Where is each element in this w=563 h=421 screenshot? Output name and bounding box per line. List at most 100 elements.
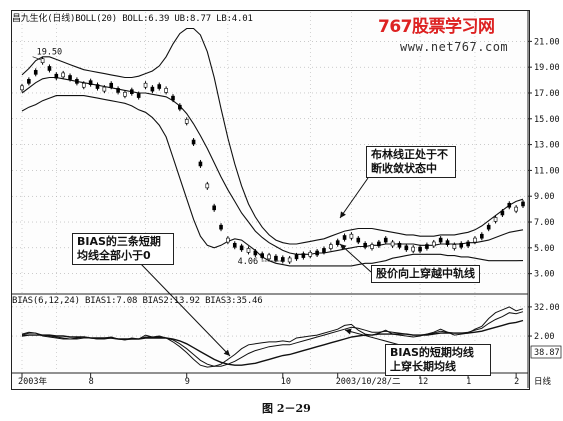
high-price-label: 19.50 <box>37 48 63 58</box>
price-candle-body <box>404 245 409 251</box>
price-candle-body <box>480 233 484 239</box>
price-candle-body <box>102 86 107 92</box>
x-tick-label: 9 <box>185 377 190 387</box>
price-candle-body <box>47 66 52 71</box>
high-price-marker <box>32 56 41 61</box>
price-candle-body <box>171 95 175 101</box>
bias-below-line2: 均线全部小于0 <box>77 249 151 262</box>
bias-bias3-line <box>21 319 524 366</box>
price-candle-body <box>349 233 354 239</box>
price-candle-body <box>239 245 244 251</box>
x-tick-label: 1 <box>466 377 471 387</box>
y-tick-label: 9.00 <box>534 192 554 202</box>
price-candle-body <box>500 210 505 216</box>
price-candle-body <box>68 75 72 80</box>
price-candle-body <box>466 241 470 247</box>
price-candle-body <box>212 205 216 211</box>
price-candle-body <box>191 139 196 145</box>
x-tick-label: 2003/10/28/二 <box>336 377 401 387</box>
y-tick-label: 17.00 <box>534 89 560 99</box>
price-candle-body <box>184 119 189 124</box>
bias-y-tick-label: 2.00 <box>534 332 554 342</box>
price-candle-body <box>280 257 285 262</box>
price-candle-body <box>514 206 518 212</box>
y-tick-label: 15.00 <box>534 115 560 125</box>
price-candle-body <box>315 250 319 256</box>
price-candle-body <box>363 242 367 248</box>
price-candle-body <box>521 201 525 207</box>
price-candle-body <box>486 224 491 230</box>
bias-panel-header: BIAS(6,12,24) BIAS1:7.08 BIAS2:13.92 BIA… <box>12 296 263 306</box>
watermark-url: www.net767.com <box>400 40 509 54</box>
price-candle-body <box>418 246 422 252</box>
y-tick-label: 7.00 <box>534 218 554 228</box>
price-candle-body <box>226 237 230 243</box>
price-candle-body <box>116 88 120 93</box>
price-candle-body <box>411 246 415 252</box>
price-candle-body <box>377 241 381 247</box>
price-candle-body <box>88 80 93 85</box>
price-candle-body <box>198 161 203 167</box>
price-candle-body <box>54 73 59 79</box>
price-candle-body <box>27 79 31 84</box>
y-tick-label: 21.00 <box>534 37 560 47</box>
x-tick-label: 日线 <box>534 376 552 387</box>
price-candle-body <box>356 237 361 243</box>
price-candle-body <box>136 93 141 98</box>
y-tick-label: 3.00 <box>534 270 554 280</box>
boll-lb-line <box>21 95 524 267</box>
price-candle-body <box>294 254 299 260</box>
price-candle-body <box>61 72 65 78</box>
price-candle-body <box>219 224 223 230</box>
price-candle-body <box>459 242 464 248</box>
price-candle-body <box>308 251 313 257</box>
price-candle-body <box>246 248 251 253</box>
price-candle-body <box>274 255 278 261</box>
price-candle-body <box>322 248 326 253</box>
bias-cross-arrow <box>344 329 401 346</box>
boll-mid-line <box>21 76 524 255</box>
x-tick-label: 8 <box>89 377 94 387</box>
price-candle-body <box>370 244 374 249</box>
y-tick-label: 19.00 <box>534 63 560 73</box>
price-candle-body <box>157 84 162 89</box>
price-candle-body <box>445 240 450 245</box>
price-candle-body <box>253 250 258 256</box>
bias-cross-line2: 上穿长期均线 <box>390 360 456 373</box>
price-candle-body <box>329 244 333 249</box>
price-candle-body <box>431 241 436 247</box>
price-candle-body <box>493 217 498 222</box>
price-candle-body <box>383 237 388 243</box>
price-candle-body <box>342 235 347 240</box>
cross-mid-arrow <box>339 243 372 273</box>
y-tick-label: 13.00 <box>534 141 560 151</box>
watermark-title-text: 767股票学习网 <box>378 17 495 37</box>
boll-converge-note: 布林线正处于不 断收敛状态中 <box>366 146 456 178</box>
price-candle-body <box>232 242 237 248</box>
price-candle-body <box>33 70 38 75</box>
price-candle-body <box>164 88 168 93</box>
x-tick-label: 2003年 <box>18 376 47 387</box>
low-price-label: 4.06 <box>238 257 258 267</box>
price-candle-body <box>335 240 340 245</box>
bias-extra-label: 38.87 <box>534 348 560 358</box>
price-candle-body <box>123 91 127 97</box>
x-tick-label: 10 <box>281 377 291 387</box>
boll-converge-line1: 布林线正处于不 <box>371 148 448 161</box>
boll-converge-arrow <box>339 177 369 219</box>
bias-extra-box <box>530 345 562 359</box>
price-candle-body <box>81 82 86 88</box>
price-candle-body <box>301 253 306 258</box>
bias-below-line1: BIAS的三条短期 <box>77 235 161 248</box>
price-candle-body <box>397 242 402 248</box>
x-tick-label: 2 <box>514 377 519 387</box>
boll-ub-line <box>21 27 524 245</box>
price-candle-body <box>143 82 148 88</box>
price-candle-body <box>507 202 512 208</box>
price-candle-body <box>130 89 134 94</box>
watermark-title: 767股票学习网 <box>378 12 495 37</box>
boll-converge-arrow-head <box>340 211 346 218</box>
price-candle-body <box>150 86 155 92</box>
boll-converge-line2: 断收敛状态中 <box>371 162 437 175</box>
